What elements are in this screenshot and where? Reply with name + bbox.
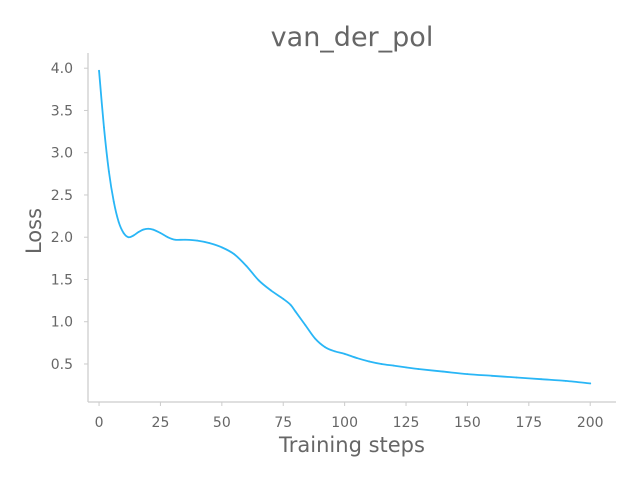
loss-data-point: [98, 69, 100, 72]
loss-data-point: [233, 253, 236, 256]
loss-data-point: [294, 310, 297, 313]
loss-data-point: [122, 232, 125, 234]
y-tick-label: 3.5: [51, 103, 73, 119]
loss-data-point: [324, 346, 326, 348]
loss-data-point: [466, 373, 469, 376]
loss-data-point: [289, 303, 292, 306]
loss-data-point: [196, 239, 199, 242]
x-tick-label: 175: [515, 415, 542, 431]
loss-data-point: [333, 350, 336, 353]
x-ticks: 0 25 50 75 100 125 150 175 200: [95, 402, 604, 431]
loss-data-point: [147, 227, 150, 230]
loss-data-point: [152, 228, 154, 231]
loss-data-point: [368, 360, 371, 363]
x-tick-label: 150: [454, 415, 481, 431]
y-tick-label: 1.5: [51, 272, 73, 288]
loss-data-point: [356, 357, 358, 359]
loss-data-point: [441, 370, 444, 373]
loss-data-point: [257, 279, 260, 282]
loss-data-point: [392, 364, 395, 367]
loss-data-point: [245, 265, 248, 267]
loss-data-point: [208, 242, 211, 245]
loss-data-point: [103, 126, 105, 129]
loss-data-point: [184, 238, 186, 241]
y-tick-label: 2.5: [51, 188, 73, 204]
loss-data-point: [270, 289, 272, 292]
loss-data-point: [159, 232, 162, 234]
x-tick-label: 75: [274, 415, 292, 431]
x-tick-label: 125: [393, 415, 420, 431]
x-tick-label: 0: [95, 415, 104, 431]
axes-spines: [87, 53, 616, 403]
x-tick-label: 25: [152, 415, 170, 431]
y-axis-title: Loss: [22, 208, 46, 254]
loss-data-point: [417, 368, 420, 370]
loss-data-point: [343, 352, 346, 355]
chart-title: van_der_pol: [271, 22, 434, 53]
loss-data-point: [564, 379, 567, 382]
loss-data-point: [282, 298, 285, 300]
loss-data-point: [589, 382, 592, 385]
loss-data-point: [220, 246, 223, 249]
loss-data-point: [405, 366, 407, 369]
x-axis-title: Training steps: [278, 433, 425, 457]
y-tick-label: 1.0: [51, 315, 73, 331]
loss-data-point: [137, 231, 140, 234]
x-tick-label: 200: [577, 415, 604, 431]
loss-data-point: [132, 234, 135, 237]
y-tick-label: 0.5: [51, 357, 73, 373]
loss-data-point: [314, 337, 317, 340]
loss-data-point: [540, 378, 542, 381]
loss-data-point: [112, 200, 115, 203]
series-layer: [98, 69, 592, 385]
x-tick-label: 100: [331, 415, 358, 431]
loss-data-point: [166, 236, 169, 239]
loss-data-point: [380, 363, 383, 365]
y-ticks: 0.5 1.0 1.5 2.0 2.5 3.0 3.5 4.0: [51, 61, 88, 373]
loss-data-point: [174, 238, 177, 241]
loss-data-point: [515, 376, 518, 379]
loss-data-point: [107, 170, 110, 173]
loss-data-point: [117, 221, 120, 223]
loss-data-point: [491, 374, 493, 377]
x-tick-label: 50: [213, 415, 231, 431]
y-tick-label: 4.0: [51, 61, 73, 77]
loss-data-point: [127, 236, 130, 239]
loss-line-series-0: [98, 69, 592, 385]
loss-data-point: [304, 324, 307, 327]
loss-data-point: [142, 228, 145, 231]
y-tick-label: 3.0: [51, 146, 73, 162]
y-tick-label: 2.0: [51, 230, 73, 246]
